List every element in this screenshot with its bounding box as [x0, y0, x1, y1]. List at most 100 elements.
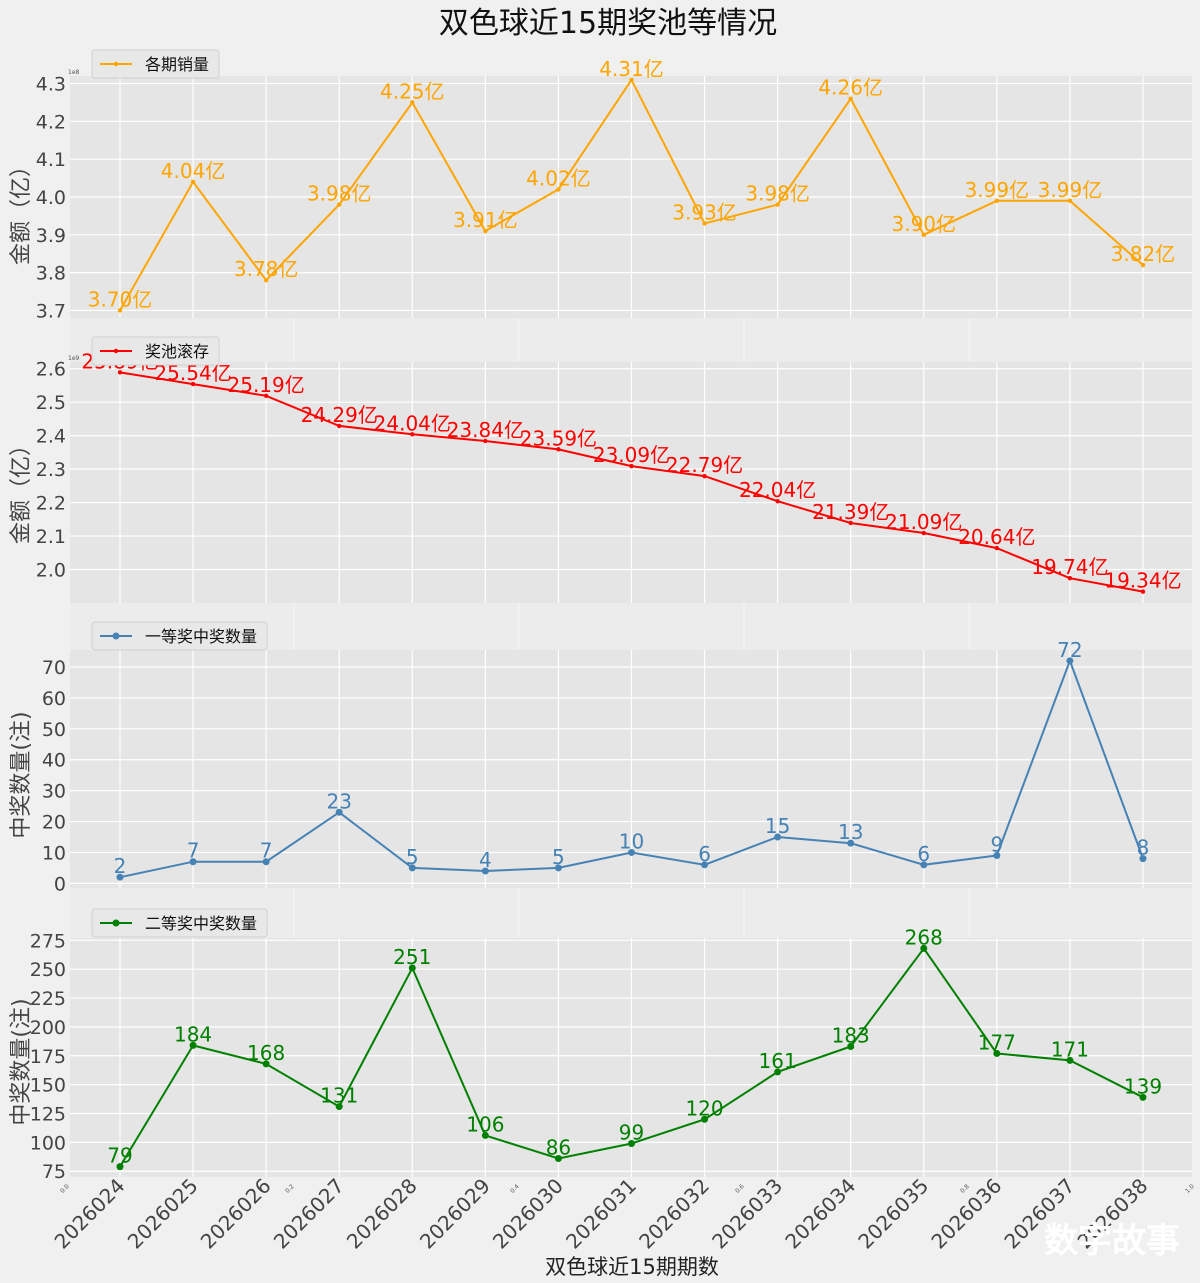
legend: 奖池滚存 — [91, 336, 220, 366]
data-point — [190, 381, 196, 387]
y-tick-label: 2.3 — [36, 459, 66, 481]
data-point — [335, 808, 343, 816]
legend: 二等奖中奖数量 — [91, 908, 268, 938]
data-label: 4.02亿 — [526, 166, 591, 190]
data-label: 171 — [1051, 1037, 1089, 1061]
y-tick-label: 75 — [42, 1161, 66, 1183]
data-label: 8 — [1137, 836, 1150, 860]
x-axis: 2026024202602520260262026027202602820260… — [50, 1174, 1153, 1254]
data-label: 5 — [552, 845, 565, 869]
x-tick-label: 2026035 — [853, 1174, 933, 1254]
data-point — [994, 198, 1000, 203]
y-axis-label: 中奖数量(注) — [9, 998, 34, 1125]
y-tick-label: 4.3 — [36, 74, 66, 96]
data-point — [921, 232, 926, 238]
data-label: 3.70亿 — [88, 287, 153, 311]
data-point — [702, 473, 707, 479]
data-label: 21.39亿 — [812, 500, 889, 524]
data-label: 184 — [174, 1022, 212, 1046]
x-tick-label: 2026033 — [707, 1174, 787, 1254]
y-tick-label: 10 — [42, 842, 66, 864]
data-label: 2 — [114, 854, 127, 878]
y-tick-label: 2.0 — [36, 560, 66, 582]
y-tick-label: 4.2 — [36, 111, 66, 133]
data-label: 24.29亿 — [301, 403, 378, 427]
data-point — [993, 852, 1001, 860]
data-point — [1139, 1093, 1147, 1101]
data-point — [1140, 589, 1146, 594]
data-label: 7 — [187, 839, 200, 863]
legend-label: 二等奖中奖数量 — [145, 914, 257, 933]
data-label: 7 — [260, 839, 273, 863]
data-point — [701, 861, 709, 869]
data-label: 168 — [247, 1041, 285, 1065]
data-point — [117, 370, 123, 375]
y-axis-label: 金额（亿） — [9, 155, 34, 265]
data-label: 4.26亿 — [818, 76, 883, 100]
legend-marker — [112, 919, 120, 927]
data-point — [408, 864, 416, 872]
y-tick-label: 2.5 — [36, 392, 66, 414]
data-point — [554, 864, 562, 872]
data-label: 120 — [685, 1096, 723, 1120]
y-tick-label: 2.2 — [36, 493, 66, 515]
data-label: 4 — [479, 848, 492, 872]
y-tick-label: 20 — [42, 812, 66, 834]
data-label: 3.78亿 — [234, 257, 299, 281]
data-label: 99 — [619, 1121, 644, 1145]
x-tick-label: 2026026 — [196, 1174, 276, 1254]
data-label: 24.04亿 — [374, 411, 451, 435]
y-tick-label: 125 — [30, 1103, 66, 1125]
data-point — [775, 202, 780, 207]
data-point — [189, 1041, 197, 1049]
legend-marker — [113, 61, 119, 67]
data-point — [629, 463, 634, 469]
y-axis-label: 金额（亿） — [9, 434, 34, 544]
data-label: 106 — [466, 1112, 504, 1136]
data-label: 3.91亿 — [453, 208, 518, 232]
x-tick-label: 2026028 — [342, 1174, 422, 1254]
data-label: 183 — [832, 1024, 870, 1048]
y-tick-label: 3.7 — [36, 300, 66, 322]
data-label: 3.98亿 — [745, 182, 810, 206]
data-label: 86 — [546, 1136, 571, 1160]
y-tick-label: 60 — [42, 688, 66, 710]
data-label: 268 — [905, 925, 943, 949]
panel-3: 0 10 20 30 40 50 60 70 中奖数量(注) 2 7 7 23 5 4 5 10 6 15 13 6 9 7… — [9, 603, 1192, 895]
data-point — [921, 530, 926, 536]
y-tick-label: 40 — [42, 750, 66, 772]
data-point — [410, 432, 415, 437]
data-point — [1140, 262, 1146, 268]
data-point — [556, 187, 561, 192]
data-point — [190, 179, 196, 185]
data-point — [483, 228, 488, 234]
data-point — [116, 1163, 124, 1171]
data-label: 131 — [320, 1084, 358, 1108]
legend-label: 各期销量 — [145, 55, 209, 74]
y-tick-label: 150 — [30, 1075, 66, 1097]
data-label: 25.19亿 — [228, 373, 305, 397]
data-point — [847, 839, 855, 847]
data-point — [263, 393, 269, 399]
x-tick-label: 2026024 — [50, 1174, 130, 1254]
legend-box — [91, 336, 220, 366]
data-point — [1139, 855, 1147, 863]
data-point — [993, 1049, 1001, 1057]
legend-box — [91, 908, 268, 938]
data-label: 3.98亿 — [307, 182, 372, 206]
y-tick-label: 2.1 — [36, 526, 66, 548]
watermark: 数字故事 — [1044, 1221, 1180, 1261]
y-tick-label: 4.0 — [36, 187, 66, 209]
data-label: 161 — [759, 1049, 797, 1073]
data-point — [337, 202, 342, 207]
data-point — [848, 96, 853, 101]
data-label: 22.04亿 — [739, 478, 816, 502]
y-tick-label: 225 — [30, 988, 66, 1010]
data-point — [335, 1103, 343, 1111]
x-axis-label: 双色球近15期期数 — [545, 1255, 719, 1279]
x-tick-label: 2026031 — [561, 1174, 641, 1254]
data-point — [262, 1060, 270, 1068]
y-tick-label: 200 — [30, 1017, 66, 1039]
bg-tick-label: 0.6 — [734, 1183, 746, 1195]
